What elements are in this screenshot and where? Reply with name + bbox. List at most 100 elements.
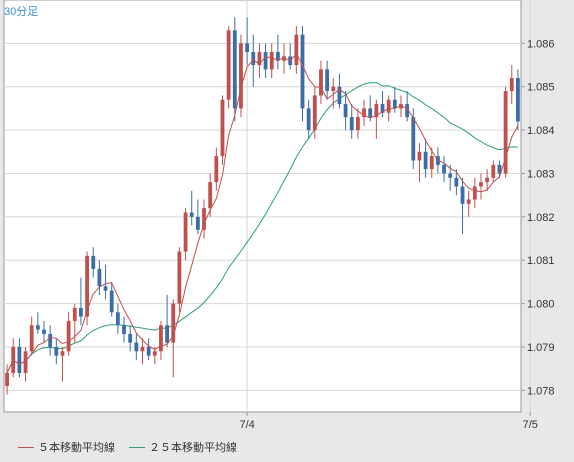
candle-down <box>380 104 385 113</box>
candle-up <box>429 156 434 170</box>
candle-down <box>122 325 126 334</box>
legend-label-ma25: ２５本移動平均線 <box>149 442 237 454</box>
candle-up <box>226 30 231 100</box>
candle-up <box>491 164 496 178</box>
candle-up <box>208 182 213 209</box>
legend: ５本移動平均線 ２５本移動平均線 <box>18 440 251 454</box>
candle-up <box>214 156 219 183</box>
candle-down <box>195 216 200 230</box>
candle-up <box>23 351 28 373</box>
candle-up <box>152 351 157 356</box>
candle-up <box>202 208 206 230</box>
y-tick-label: 1.080 <box>527 299 555 311</box>
y-tick-label: 1.078 <box>527 385 555 397</box>
candle-up <box>159 325 163 352</box>
candle-up <box>72 307 77 321</box>
candle-down <box>368 108 373 118</box>
x-axis: 7/4 7/5 <box>239 412 538 431</box>
candle-up <box>239 43 243 109</box>
candle-up <box>294 34 299 66</box>
candle-down <box>448 173 453 178</box>
candle-up <box>472 186 477 200</box>
candle-up <box>177 251 182 304</box>
candle-up <box>171 303 176 343</box>
plot-area <box>3 0 522 413</box>
candle-down <box>17 346 22 373</box>
candle-up <box>386 99 391 113</box>
timeframe-label: 30分足 <box>4 6 39 18</box>
candle-down <box>115 312 120 326</box>
candle-down <box>497 164 502 174</box>
candle-down <box>454 177 459 187</box>
candle-down <box>275 52 280 61</box>
ma5-line-group <box>6 52 519 374</box>
candle-up <box>355 117 360 131</box>
candle-down <box>189 212 194 217</box>
candle-down <box>442 164 446 174</box>
candle-down <box>343 104 348 118</box>
y-tick-label: 1.079 <box>527 342 555 354</box>
y-tick-label: 1.084 <box>527 125 555 137</box>
candle-up <box>503 91 508 174</box>
candle-up <box>183 212 188 252</box>
x-tick-label: 7/4 <box>239 419 254 431</box>
candle-up <box>509 78 514 92</box>
candle-down <box>245 43 250 53</box>
legend-item-ma5: ５本移動平均線 <box>18 439 115 455</box>
candle-up <box>257 52 262 66</box>
candle-down <box>134 342 139 352</box>
candle-down <box>411 117 416 161</box>
y-tick-label: 1.086 <box>527 38 555 50</box>
legend-label-ma5: ５本移動平均線 <box>38 442 115 454</box>
candle-up <box>374 104 379 118</box>
y-tick-label: 1.081 <box>527 255 555 267</box>
candle-up <box>85 255 89 317</box>
candle-down <box>48 333 53 347</box>
candle-down <box>460 186 465 204</box>
y-tick-label: 1.082 <box>527 212 555 224</box>
candle-down <box>516 78 520 122</box>
candle-down <box>251 52 256 66</box>
candle-up <box>319 69 323 96</box>
candle-up <box>269 52 274 70</box>
candle-down <box>79 307 83 317</box>
candle-down <box>306 108 311 131</box>
candle-up <box>331 86 336 92</box>
candle-up <box>5 372 9 386</box>
candle-down <box>165 325 170 343</box>
candle-down <box>325 69 330 92</box>
candle-down <box>35 325 40 330</box>
candle-down <box>146 346 151 356</box>
y-tick-label: 1.085 <box>527 82 555 94</box>
candle-down <box>405 104 410 118</box>
candle-up <box>417 151 422 161</box>
ma25-line <box>6 82 518 374</box>
candle-down <box>103 286 108 291</box>
candle-down <box>392 99 397 109</box>
candle-up <box>140 346 145 352</box>
candle-up <box>312 95 317 131</box>
ma5-line <box>6 52 519 374</box>
candle-up <box>60 351 65 356</box>
candle-up <box>29 325 34 352</box>
candle-down <box>54 346 59 356</box>
ma25-line-group <box>6 82 518 374</box>
candle-up <box>66 320 71 352</box>
ma5-swatch <box>18 446 34 448</box>
candle-down <box>263 52 268 70</box>
candle-up <box>220 99 225 157</box>
candle-down <box>42 329 46 334</box>
candle-down <box>423 151 428 170</box>
candle-down <box>300 34 305 109</box>
x-tick-label: 7/5 <box>523 419 538 431</box>
candle-down <box>91 255 96 269</box>
y-tick-label: 1.083 <box>527 168 555 180</box>
candle-up <box>466 199 471 204</box>
ma25-swatch <box>129 446 145 448</box>
candle-up <box>485 177 490 183</box>
candle-down <box>349 117 354 131</box>
candle-down <box>109 290 114 313</box>
candle-down <box>232 30 237 109</box>
candle-down <box>128 333 133 343</box>
